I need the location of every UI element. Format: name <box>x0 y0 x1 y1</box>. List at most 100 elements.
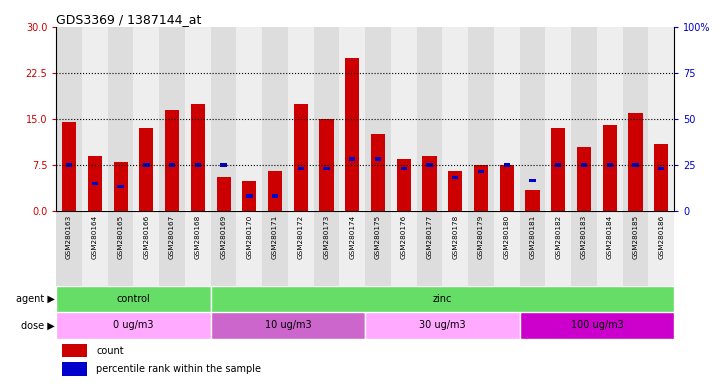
Bar <box>520 27 545 211</box>
Text: GSM280173: GSM280173 <box>324 215 329 259</box>
Bar <box>246 194 252 198</box>
Text: GSM280177: GSM280177 <box>427 215 433 259</box>
Text: GDS3369 / 1387144_at: GDS3369 / 1387144_at <box>56 13 202 26</box>
Bar <box>468 211 494 286</box>
Bar <box>606 164 613 167</box>
Bar <box>648 27 674 211</box>
Bar <box>293 104 308 211</box>
Text: agent ▶: agent ▶ <box>16 294 55 304</box>
Bar <box>139 128 154 211</box>
Bar <box>340 27 365 211</box>
Bar <box>500 165 514 211</box>
Bar <box>82 211 107 286</box>
Bar <box>654 144 668 211</box>
Text: 100 ug/m3: 100 ug/m3 <box>570 320 623 331</box>
Bar <box>63 362 87 376</box>
Bar <box>658 167 665 170</box>
Bar <box>452 176 459 179</box>
Bar <box>443 211 468 286</box>
Bar <box>221 164 227 167</box>
Text: count: count <box>97 346 124 356</box>
Bar <box>62 122 76 211</box>
Bar <box>133 27 159 211</box>
Bar <box>185 27 211 211</box>
Text: dose ▶: dose ▶ <box>21 320 55 331</box>
Bar <box>340 211 365 286</box>
Bar <box>571 211 597 286</box>
Bar <box>474 165 488 211</box>
Bar <box>185 211 211 286</box>
Bar <box>88 156 102 211</box>
Bar <box>597 27 623 211</box>
Bar <box>82 27 107 211</box>
Text: GSM280166: GSM280166 <box>143 215 149 259</box>
Bar <box>349 157 355 161</box>
Bar <box>242 180 257 211</box>
Bar <box>478 170 485 173</box>
Text: GSM280175: GSM280175 <box>375 215 381 259</box>
Text: zinc: zinc <box>433 294 452 304</box>
Text: GSM280181: GSM280181 <box>529 215 536 259</box>
Bar <box>417 211 443 286</box>
Text: GSM280176: GSM280176 <box>401 215 407 259</box>
Text: GSM280172: GSM280172 <box>298 215 304 259</box>
Bar <box>195 164 201 167</box>
Text: GSM280174: GSM280174 <box>349 215 355 259</box>
Bar <box>324 167 329 170</box>
Text: percentile rank within the sample: percentile rank within the sample <box>97 364 262 374</box>
Bar <box>603 125 617 211</box>
Bar <box>526 190 539 211</box>
Bar <box>623 27 648 211</box>
Bar <box>211 312 365 339</box>
Text: GSM280171: GSM280171 <box>272 215 278 259</box>
Bar <box>571 27 597 211</box>
Bar <box>391 27 417 211</box>
Bar <box>503 164 510 167</box>
Text: control: control <box>117 294 151 304</box>
Text: GSM280167: GSM280167 <box>169 215 175 259</box>
Bar <box>448 171 462 211</box>
Bar <box>375 157 381 161</box>
Bar <box>314 27 340 211</box>
Bar <box>417 27 443 211</box>
Bar <box>191 104 205 211</box>
Bar <box>555 164 562 167</box>
Bar <box>314 211 340 286</box>
Text: GSM280183: GSM280183 <box>581 215 587 259</box>
Bar <box>63 344 87 357</box>
Bar <box>494 27 520 211</box>
Bar <box>56 286 211 312</box>
Bar <box>298 167 304 170</box>
Bar <box>468 27 494 211</box>
Bar <box>169 164 175 167</box>
Bar <box>288 27 314 211</box>
Bar <box>262 27 288 211</box>
Bar <box>143 164 149 167</box>
Bar <box>623 211 648 286</box>
Bar <box>216 177 231 211</box>
Text: GSM280163: GSM280163 <box>66 215 72 259</box>
Text: GSM280182: GSM280182 <box>555 215 561 259</box>
Text: GSM280168: GSM280168 <box>195 215 201 259</box>
Bar <box>113 162 128 211</box>
Text: GSM280179: GSM280179 <box>478 215 484 259</box>
Text: GSM280169: GSM280169 <box>221 215 226 259</box>
Bar <box>159 27 185 211</box>
Bar <box>597 211 623 286</box>
Bar <box>236 211 262 286</box>
Bar <box>365 27 391 211</box>
Bar <box>494 211 520 286</box>
Bar <box>118 185 124 189</box>
Bar <box>56 27 82 211</box>
Text: GSM280178: GSM280178 <box>452 215 459 259</box>
Bar <box>529 179 536 182</box>
Bar <box>371 134 385 211</box>
Text: 30 ug/m3: 30 ug/m3 <box>419 320 466 331</box>
Bar <box>581 164 587 167</box>
Bar <box>107 27 133 211</box>
Bar <box>66 164 72 167</box>
Text: GSM280164: GSM280164 <box>92 215 98 259</box>
Bar <box>423 156 437 211</box>
Bar <box>520 312 674 339</box>
Bar <box>577 147 591 211</box>
